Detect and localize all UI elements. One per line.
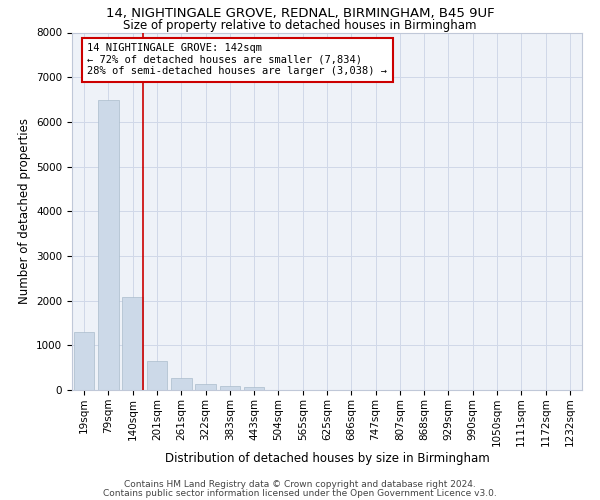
Bar — [244, 388, 265, 390]
Bar — [146, 360, 167, 390]
Text: Contains public sector information licensed under the Open Government Licence v3: Contains public sector information licen… — [103, 488, 497, 498]
Bar — [74, 332, 94, 390]
Bar — [98, 100, 119, 390]
Text: 14, NIGHTINGALE GROVE, REDNAL, BIRMINGHAM, B45 9UF: 14, NIGHTINGALE GROVE, REDNAL, BIRMINGHA… — [106, 8, 494, 20]
Bar — [220, 386, 240, 390]
Bar — [171, 378, 191, 390]
X-axis label: Distribution of detached houses by size in Birmingham: Distribution of detached houses by size … — [164, 452, 490, 465]
Text: 14 NIGHTINGALE GROVE: 142sqm
← 72% of detached houses are smaller (7,834)
28% of: 14 NIGHTINGALE GROVE: 142sqm ← 72% of de… — [88, 43, 388, 76]
Y-axis label: Number of detached properties: Number of detached properties — [17, 118, 31, 304]
Text: Size of property relative to detached houses in Birmingham: Size of property relative to detached ho… — [123, 19, 477, 32]
Bar — [122, 297, 143, 390]
Text: Contains HM Land Registry data © Crown copyright and database right 2024.: Contains HM Land Registry data © Crown c… — [124, 480, 476, 489]
Bar — [195, 384, 216, 390]
